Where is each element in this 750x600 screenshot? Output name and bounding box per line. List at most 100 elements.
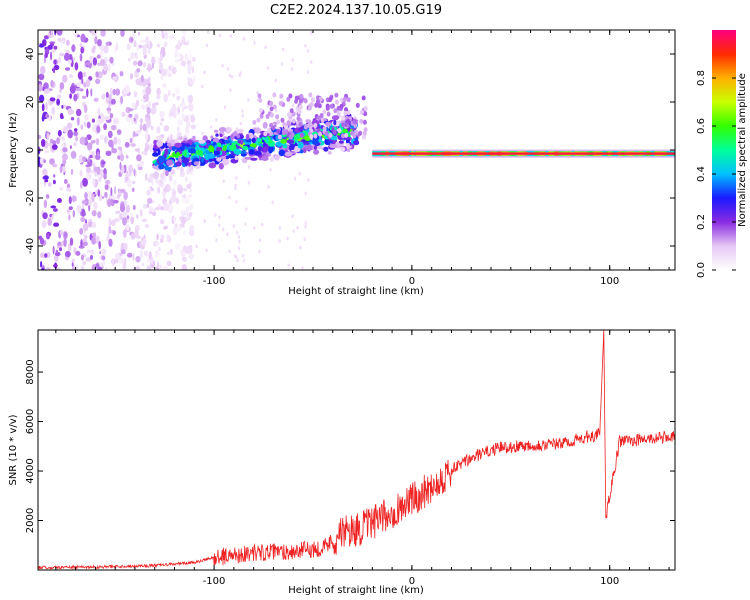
spectrogram-cell bbox=[213, 129, 219, 133]
spectrogram-cell bbox=[133, 117, 136, 122]
spectrogram-cell bbox=[101, 255, 106, 261]
spectrogram-cell bbox=[74, 30, 78, 38]
spectrogram-cell bbox=[110, 219, 116, 227]
spectrogram-cell bbox=[186, 121, 191, 128]
spectrogram-cell bbox=[137, 31, 141, 36]
spectrogram-cell bbox=[115, 210, 121, 214]
spectrogram-cell bbox=[153, 208, 156, 212]
spectrogram-cell bbox=[215, 238, 218, 243]
spectrogram-cell bbox=[188, 102, 194, 112]
spectrogram-cell bbox=[57, 94, 62, 99]
spectrogram-cell bbox=[143, 251, 147, 256]
spectrogram-cell bbox=[174, 242, 181, 251]
spectrogram-cell bbox=[103, 123, 107, 131]
spectrogram-cell bbox=[39, 157, 44, 165]
spectrogram-cell bbox=[127, 252, 133, 258]
spectrogram-cell bbox=[130, 52, 135, 60]
spectrogram-cell bbox=[95, 263, 100, 269]
spectrogram-cell bbox=[157, 246, 161, 252]
spectrogram-cell bbox=[144, 117, 149, 122]
spectrogram-cell bbox=[230, 134, 234, 139]
spectrogram-cell bbox=[96, 118, 102, 126]
spectrogram-cell bbox=[278, 239, 281, 243]
spectrogram-cell bbox=[62, 153, 68, 161]
spectrogram-cell bbox=[181, 198, 188, 204]
spectrogram-cell bbox=[223, 105, 227, 110]
spectrogram-cell bbox=[256, 137, 262, 143]
spectrogram-cell bbox=[44, 179, 49, 183]
spectrogram-cell bbox=[163, 202, 170, 212]
spectrogram-cell bbox=[50, 51, 53, 61]
spectrogram-cell bbox=[362, 134, 366, 140]
spectrogram-cell bbox=[88, 198, 93, 207]
spectrogram-cell bbox=[343, 122, 348, 128]
x-tick-label: -100 bbox=[203, 276, 226, 287]
spectrogram-cell bbox=[109, 113, 114, 119]
spectrogram-cell bbox=[126, 43, 131, 51]
spectrogram-cell bbox=[298, 104, 303, 110]
spectrogram-cell bbox=[180, 166, 184, 173]
spectrogram-cell bbox=[160, 179, 163, 185]
spectrogram-cell bbox=[152, 211, 156, 217]
spectrogram-cell bbox=[329, 103, 334, 109]
spectrogram-cell bbox=[100, 30, 106, 37]
spectrogram-cell bbox=[124, 84, 130, 94]
spectrogram-cell bbox=[248, 149, 255, 155]
spectrogram-cell bbox=[235, 255, 238, 259]
spectrogram-cell bbox=[79, 228, 84, 235]
spectrogram-cell bbox=[96, 125, 101, 134]
spectrogram-cell bbox=[272, 92, 277, 98]
spectrogram-cell bbox=[267, 127, 272, 133]
spectrogram-cell bbox=[72, 209, 75, 218]
spectrogram-cell bbox=[306, 70, 310, 74]
spectrogram-cell bbox=[297, 109, 302, 115]
spectrogram-cell bbox=[328, 132, 333, 138]
spectrogram-cell bbox=[79, 136, 86, 145]
spectrogram-cell bbox=[222, 159, 229, 166]
spectrogram-cell bbox=[183, 150, 187, 157]
spectrogram-cell bbox=[56, 98, 60, 106]
spectrogram-cell bbox=[282, 47, 285, 52]
spectrogram-cell bbox=[91, 236, 97, 245]
spectrogram-cell bbox=[264, 45, 267, 50]
spectrogram-cell bbox=[244, 222, 247, 226]
spectrogram-cell bbox=[97, 107, 101, 116]
spectrogram-cell bbox=[208, 145, 215, 153]
spectrogram-cell bbox=[303, 124, 308, 130]
snr-series-line bbox=[38, 330, 675, 570]
spectrogram-cell bbox=[156, 233, 159, 241]
spectrogram-cell bbox=[101, 45, 104, 54]
spectrogram-cell bbox=[314, 102, 319, 108]
spectrogram-cell bbox=[86, 172, 92, 180]
spectrogram-cell bbox=[339, 103, 344, 109]
spectrogram-cell bbox=[69, 145, 72, 149]
colorbar-bar bbox=[712, 30, 736, 270]
spectrogram-cell bbox=[161, 68, 167, 77]
spectrogram-cell bbox=[117, 146, 122, 151]
spectrogram-cell bbox=[298, 172, 301, 176]
spectrogram-cell bbox=[42, 212, 48, 220]
spectrogram-cell bbox=[359, 118, 364, 124]
spectrogram-cell bbox=[134, 113, 139, 120]
spectrogram-cell bbox=[47, 182, 52, 187]
spectrogram-cell bbox=[125, 223, 130, 232]
spectrogram-cell bbox=[62, 147, 68, 153]
spectrogram-cell bbox=[280, 62, 284, 66]
x-tick-label: 100 bbox=[600, 576, 619, 587]
spectrogram-cell bbox=[259, 113, 264, 119]
spectrogram-cell bbox=[57, 241, 61, 246]
spectrogram-cell bbox=[291, 58, 294, 62]
spectrogram-cell bbox=[183, 41, 188, 46]
spectrogram-cell bbox=[218, 215, 221, 220]
spectrogram-cell bbox=[98, 176, 102, 182]
spectrogram-cell bbox=[331, 115, 340, 121]
spectrogram-cell bbox=[135, 255, 141, 263]
spectrogram-cell bbox=[342, 97, 347, 103]
spectrogram-cell bbox=[289, 108, 294, 114]
spectrogram-cell bbox=[82, 72, 87, 77]
spectrogram-cell bbox=[144, 36, 150, 45]
spectrogram-cell bbox=[42, 159, 46, 164]
spectrogram-cell bbox=[346, 142, 351, 150]
spectrogram-cell bbox=[144, 93, 149, 103]
spectrogram-cell bbox=[200, 156, 205, 163]
